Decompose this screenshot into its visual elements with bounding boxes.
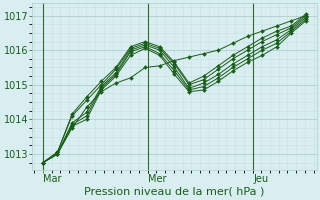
X-axis label: Pression niveau de la mer( hPa ): Pression niveau de la mer( hPa ) xyxy=(84,187,265,197)
